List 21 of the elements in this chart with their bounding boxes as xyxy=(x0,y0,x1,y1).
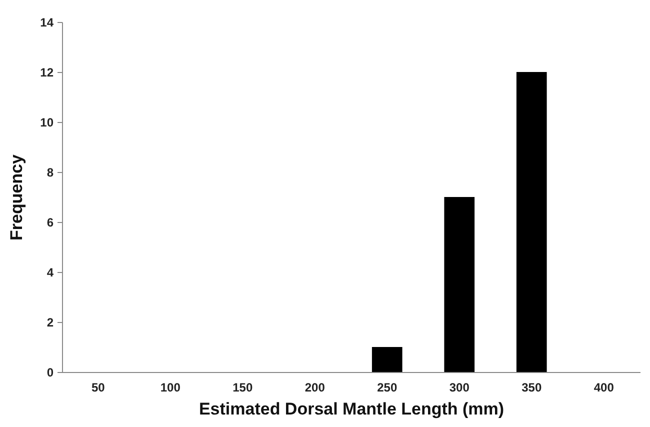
y-tick-label: 4 xyxy=(46,266,54,280)
x-tick-label: 150 xyxy=(232,380,253,394)
y-tick-label: 10 xyxy=(40,116,54,130)
x-tick-label: 250 xyxy=(377,380,398,394)
x-tick-label: 300 xyxy=(449,380,470,394)
bar xyxy=(516,72,547,372)
x-tick-label: 400 xyxy=(594,380,614,394)
y-tick-label: 2 xyxy=(46,316,54,330)
x-tick-label: 350 xyxy=(522,380,542,394)
y-tick-label: 14 xyxy=(40,16,54,30)
bar xyxy=(444,197,475,372)
y-axis-title: Frequency xyxy=(7,154,26,240)
y-tick-label: 12 xyxy=(40,66,54,80)
y-tick-label: 0 xyxy=(46,366,54,380)
bar xyxy=(372,347,402,372)
x-axis-title: Estimated Dorsal Mantle Length (mm) xyxy=(198,400,504,418)
x-tick-label: 100 xyxy=(160,380,181,394)
y-tick-label: 8 xyxy=(46,166,54,180)
x-tick-label: 50 xyxy=(91,380,106,394)
x-tick-label: 200 xyxy=(304,380,326,394)
y-tick-label: 6 xyxy=(46,216,54,230)
